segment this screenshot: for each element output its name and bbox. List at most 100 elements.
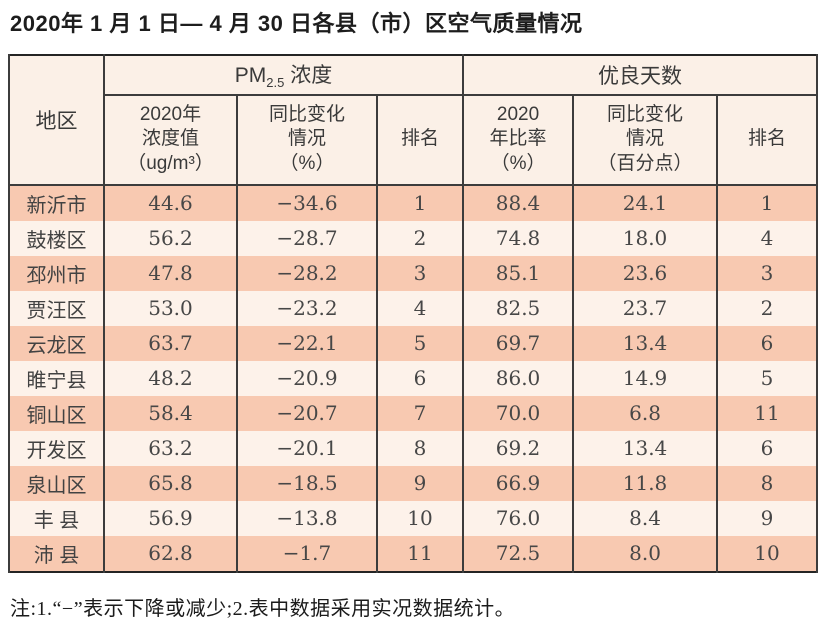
column-header-region: 地区 (8, 54, 105, 186)
table-row: 睢宁县 48.2 −20.9 6 86.0 14.9 5 (8, 360, 819, 396)
pm-value-cell: 56.2 (103, 220, 238, 256)
table-row: 云龙区 63.7 −22.1 5 69.7 13.4 6 (8, 325, 819, 361)
pm-rank-cell: 11 (375, 535, 465, 572)
days-rank-cell: 11 (716, 395, 819, 431)
page-title: 2020年 1 月 1 日— 4 月 30 日各县（市）区空气质量情况 (10, 11, 583, 36)
days-change-cell: 8.0 (572, 535, 719, 572)
days-rank-cell: 5 (716, 360, 819, 396)
pm-rank-cell: 2 (375, 220, 465, 256)
pm-label-main: PM (234, 64, 267, 87)
pm-rank-cell: 8 (375, 430, 465, 466)
days-change-cell: 18.0 (572, 220, 719, 256)
days-rank-cell: 3 (716, 255, 819, 291)
pm-value-cell: 47.8 (103, 255, 238, 291)
pm-rank-cell: 9 (375, 465, 465, 501)
pm-rank-cell: 5 (375, 325, 465, 361)
days-rate-cell: 74.8 (462, 220, 575, 256)
pm-change-cell: −13.8 (236, 500, 378, 536)
region-cell: 沛 县 (8, 535, 105, 572)
sub-header-row: 2020年 浓度值 （ug/m³） 同比变化 情况 （%） 排名 2020 年比… (9, 94, 819, 186)
column-header-days-rank: 排名 (716, 94, 819, 186)
table-row: 丰 县 56.9 −13.8 10 76.0 8.4 9 (8, 500, 819, 536)
table-row: 沛 县 62.8 −1.7 11 72.5 8.0 10 (8, 535, 819, 572)
days-rank-cell: 6 (716, 430, 819, 466)
days-rank-cell: 6 (716, 325, 819, 361)
pm-change-cell: −20.9 (236, 360, 378, 396)
pm-value-cell: 56.9 (103, 500, 238, 536)
pm-value-cell: 63.7 (103, 325, 238, 361)
pm-change-cell: −34.6 (236, 184, 378, 221)
pm-value-cell: 58.4 (103, 395, 238, 431)
region-cell: 新沂市 (8, 184, 105, 221)
pm-change-cell: −28.2 (236, 255, 378, 291)
days-rate-cell: 72.5 (462, 535, 575, 572)
days-rank-cell: 1 (716, 184, 819, 221)
days-rate-cell: 76.0 (462, 500, 575, 536)
days-change-cell: 6.8 (572, 395, 719, 431)
region-cell: 开发区 (8, 430, 105, 466)
table-row: 贾汪区 53.0 −23.2 4 82.5 23.7 2 (8, 290, 819, 326)
days-rank-cell: 8 (716, 465, 819, 501)
days-change-cell: 13.4 (572, 430, 719, 466)
table-row: 泉山区 65.8 −18.5 9 66.9 11.8 8 (8, 465, 819, 501)
days-rate-cell: 69.2 (462, 430, 575, 466)
days-change-cell: 14.9 (572, 360, 719, 396)
days-change-cell: 13.4 (572, 325, 719, 361)
days-rate-cell: 86.0 (462, 360, 575, 396)
pm-rank-cell: 6 (375, 360, 465, 396)
table-row: 开发区 63.2 −20.1 8 69.2 13.4 6 (8, 430, 819, 466)
table-row: 邳州市 47.8 −28.2 3 85.1 23.6 3 (8, 255, 819, 291)
pm-rank-cell: 4 (375, 290, 465, 326)
days-rate-cell: 88.4 (462, 184, 575, 221)
region-cell: 丰 县 (8, 500, 105, 536)
region-cell: 铜山区 (8, 395, 105, 431)
pm-value-cell: 48.2 (103, 360, 238, 396)
days-rate-cell: 66.9 (462, 465, 575, 501)
pm-rank-cell: 10 (375, 500, 465, 536)
pm-change-cell: −20.7 (236, 395, 378, 431)
pm-change-cell: −28.7 (236, 220, 378, 256)
pm-value-cell: 63.2 (103, 430, 238, 466)
pm-rank-cell: 3 (375, 255, 465, 291)
days-rate-cell: 70.0 (462, 395, 575, 431)
table-row: 新沂市 44.6 −34.6 1 88.4 24.1 1 (8, 184, 819, 221)
column-header-days-rate: 2020 年比率 （%） (462, 94, 575, 186)
days-change-cell: 8.4 (572, 500, 719, 536)
group-header-good-days: 优良天数 (462, 54, 819, 96)
pm-label-subscript: 2.5 (266, 75, 285, 91)
region-cell: 睢宁县 (8, 360, 105, 396)
pm-change-cell: −1.7 (236, 535, 378, 572)
footnote: 注:1.“−”表示下降或减少;2.表中数据采用实况数据统计。 (10, 597, 516, 620)
pm-change-cell: −23.2 (236, 290, 378, 326)
region-cell: 邳州市 (8, 255, 105, 291)
days-rank-cell: 4 (716, 220, 819, 256)
column-header-pm-value: 2020年 浓度值 （ug/m³） (103, 94, 238, 186)
days-change-cell: 23.7 (572, 290, 719, 326)
days-rank-cell: 10 (716, 535, 819, 572)
pm-value-cell: 44.6 (103, 184, 238, 221)
days-rank-cell: 2 (716, 290, 819, 326)
days-rate-cell: 82.5 (462, 290, 575, 326)
days-rate-cell: 85.1 (462, 255, 575, 291)
table-row: 铜山区 58.4 −20.7 7 70.0 6.8 11 (8, 395, 819, 431)
column-header-pm-change: 同比变化 情况 （%） (236, 94, 378, 186)
column-header-days-change: 同比变化 情况 （百分点） (572, 94, 719, 186)
days-rank-cell: 9 (716, 500, 819, 536)
pm-value-cell: 53.0 (103, 290, 238, 326)
column-header-pm-rank: 排名 (375, 94, 465, 186)
table-header: 地区 PM2.5 浓度 优良天数 2020年 浓度值 （ug/m³） 同比变化 … (8, 54, 819, 186)
pm-value-cell: 62.8 (103, 535, 238, 572)
days-change-cell: 11.8 (572, 465, 719, 501)
pm-change-cell: −22.1 (236, 325, 378, 361)
group-header-row: 地区 PM2.5 浓度 优良天数 (8, 54, 819, 186)
pm-rank-cell: 1 (375, 184, 465, 221)
pm-label-suffix: 浓度 (284, 64, 333, 87)
pm-rank-cell: 7 (375, 395, 465, 431)
table-body: 新沂市 44.6 −34.6 1 88.4 24.1 1 鼓楼区 56.2 −2… (8, 184, 819, 572)
table-row: 鼓楼区 56.2 −28.7 2 74.8 18.0 4 (8, 220, 819, 256)
group-header-pm25: PM2.5 浓度 (102, 54, 465, 96)
pm-value-cell: 65.8 (103, 465, 238, 501)
pm-change-cell: −20.1 (236, 430, 378, 466)
days-change-cell: 23.6 (572, 255, 719, 291)
